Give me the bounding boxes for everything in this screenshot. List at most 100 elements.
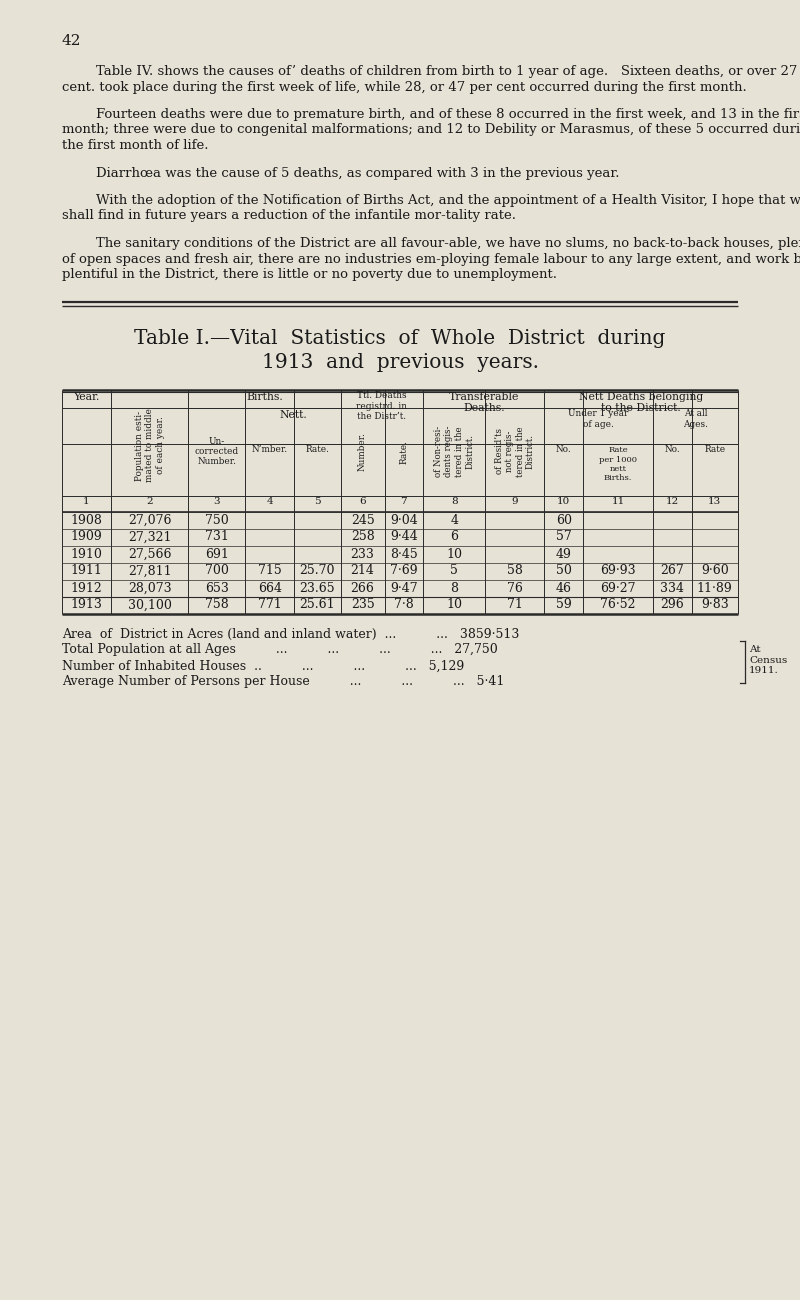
Text: 1910: 1910 <box>70 547 102 560</box>
Text: 296: 296 <box>660 598 684 611</box>
Text: Rate
per 1000
nett
Births.: Rate per 1000 nett Births. <box>599 446 637 482</box>
Text: At
Census
1911.: At Census 1911. <box>749 646 787 675</box>
Text: 46: 46 <box>556 581 572 594</box>
Text: 5: 5 <box>450 564 458 577</box>
Text: 69·93: 69·93 <box>600 564 636 577</box>
Text: 214: 214 <box>350 564 374 577</box>
Text: Year.: Year. <box>74 391 100 402</box>
Text: 7·8: 7·8 <box>394 598 414 611</box>
Text: 235: 235 <box>350 598 374 611</box>
Text: 715: 715 <box>258 564 282 577</box>
Text: 1913: 1913 <box>70 598 102 611</box>
Text: 9·47: 9·47 <box>390 581 418 594</box>
Text: 700: 700 <box>205 564 229 577</box>
Text: 12: 12 <box>666 498 679 507</box>
Text: 23.65: 23.65 <box>300 581 335 594</box>
Text: 30,100: 30,100 <box>128 598 172 611</box>
Text: month; three were due to congenital malformations; and 12 to Debility or Marasmu: month; three were due to congenital malf… <box>62 124 800 136</box>
Text: 42: 42 <box>62 34 82 48</box>
Text: 11: 11 <box>611 498 625 507</box>
Text: 9·04: 9·04 <box>390 514 418 526</box>
Text: cent. took place during the first week of life, while 28, or 47 per cent occurre: cent. took place during the first week o… <box>62 81 746 94</box>
Text: 71: 71 <box>507 598 522 611</box>
Text: No.: No. <box>664 446 680 455</box>
Text: Rate: Rate <box>704 446 726 455</box>
Text: 771: 771 <box>258 598 282 611</box>
Text: 9: 9 <box>511 498 518 507</box>
Text: 76·52: 76·52 <box>600 598 636 611</box>
Text: 6: 6 <box>359 498 366 507</box>
Text: 27,321: 27,321 <box>128 530 171 543</box>
Text: of open spaces and fresh air, there are no industries em-ploying female labour t: of open spaces and fresh air, there are … <box>62 252 800 265</box>
Text: Table IV. shows the causes of’ deaths of children from birth to 1 year of age.  : Table IV. shows the causes of’ deaths of… <box>62 65 800 78</box>
Text: Rate.: Rate. <box>306 446 330 455</box>
Text: 1911: 1911 <box>70 564 102 577</box>
Text: 27,076: 27,076 <box>128 514 171 526</box>
Text: No.: No. <box>556 446 572 455</box>
Text: Average Number of Persons per House          ...          ...          ...   5·4: Average Number of Persons per House ... … <box>62 676 504 689</box>
Text: 10: 10 <box>446 598 462 611</box>
Text: 758: 758 <box>205 598 229 611</box>
Text: of Resid’ts
not regis-
tered in the
District.: of Resid’ts not regis- tered in the Dist… <box>494 426 535 477</box>
Text: 233: 233 <box>350 547 374 560</box>
Text: 11·89: 11·89 <box>697 581 733 594</box>
Text: Number of Inhabited Houses  ..          ...          ...          ...   5,129: Number of Inhabited Houses .. ... ... ..… <box>62 659 464 672</box>
Text: 5: 5 <box>314 498 321 507</box>
Text: 13: 13 <box>708 498 722 507</box>
Text: 267: 267 <box>660 564 684 577</box>
Text: Nett.: Nett. <box>279 410 306 420</box>
Text: 9·44: 9·44 <box>390 530 418 543</box>
Text: 9·83: 9·83 <box>701 598 729 611</box>
Text: Number.: Number. <box>358 432 367 471</box>
Text: Transferable
Deaths.: Transferable Deaths. <box>449 391 519 413</box>
Text: 7: 7 <box>401 498 407 507</box>
Text: 664: 664 <box>258 581 282 594</box>
Text: 25.61: 25.61 <box>300 598 335 611</box>
Text: 334: 334 <box>660 581 684 594</box>
Text: 10: 10 <box>446 547 462 560</box>
Text: 1912: 1912 <box>70 581 102 594</box>
Text: At all
Ages.: At all Ages. <box>683 410 708 429</box>
Text: Population esti-
mated to middle
of each year.: Population esti- mated to middle of each… <box>135 408 165 482</box>
Text: 59: 59 <box>556 598 572 611</box>
Text: 653: 653 <box>205 581 229 594</box>
Text: 8: 8 <box>450 581 458 594</box>
Text: plentiful in the District, there is little or no poverty due to unemployment.: plentiful in the District, there is litt… <box>62 268 557 281</box>
Text: Table I.—Vital  Statistics  of  Whole  District  during: Table I.—Vital Statistics of Whole Distr… <box>134 329 666 348</box>
Text: Ttl. Deaths
registrd. in
the Distr’t.: Ttl. Deaths registrd. in the Distr’t. <box>357 391 407 421</box>
Text: Area  of  District in Acres (land and inland water)  ...          ...   3859·513: Area of District in Acres (land and inla… <box>62 628 519 641</box>
Text: 8·45: 8·45 <box>390 547 418 560</box>
Text: 27,566: 27,566 <box>128 547 171 560</box>
Text: Births.: Births. <box>246 391 283 402</box>
Text: 4: 4 <box>450 514 458 526</box>
Text: 691: 691 <box>205 547 229 560</box>
Text: 10: 10 <box>558 498 570 507</box>
Text: 750: 750 <box>205 514 229 526</box>
Text: 1913  and  previous  years.: 1913 and previous years. <box>262 354 538 373</box>
Text: 49: 49 <box>556 547 572 560</box>
Text: 58: 58 <box>507 564 522 577</box>
Text: 1908: 1908 <box>70 514 102 526</box>
Text: 245: 245 <box>350 514 374 526</box>
Text: The sanitary conditions of the District are all favour-able, we have no slums, n: The sanitary conditions of the District … <box>62 237 800 250</box>
Text: 1909: 1909 <box>70 530 102 543</box>
Text: 28,073: 28,073 <box>128 581 171 594</box>
Text: Under 1 year
of age.: Under 1 year of age. <box>569 410 629 429</box>
Text: 8: 8 <box>451 498 458 507</box>
Text: 69·27: 69·27 <box>600 581 636 594</box>
Text: 25.70: 25.70 <box>300 564 335 577</box>
Text: Nett Deaths belonging
to the District.: Nett Deaths belonging to the District. <box>579 391 703 413</box>
Text: the first month of life.: the first month of life. <box>62 139 209 152</box>
Text: 3: 3 <box>214 498 220 507</box>
Text: 266: 266 <box>350 581 374 594</box>
Text: Rate.: Rate. <box>399 439 408 464</box>
Text: 76: 76 <box>507 581 522 594</box>
Text: 1: 1 <box>83 498 90 507</box>
Text: Un-
corrected
Number.: Un- corrected Number. <box>194 437 239 467</box>
Text: 60: 60 <box>556 514 572 526</box>
Text: 50: 50 <box>556 564 572 577</box>
Text: 57: 57 <box>556 530 572 543</box>
Text: 4: 4 <box>266 498 273 507</box>
Text: 731: 731 <box>205 530 229 543</box>
Text: 7·69: 7·69 <box>390 564 418 577</box>
